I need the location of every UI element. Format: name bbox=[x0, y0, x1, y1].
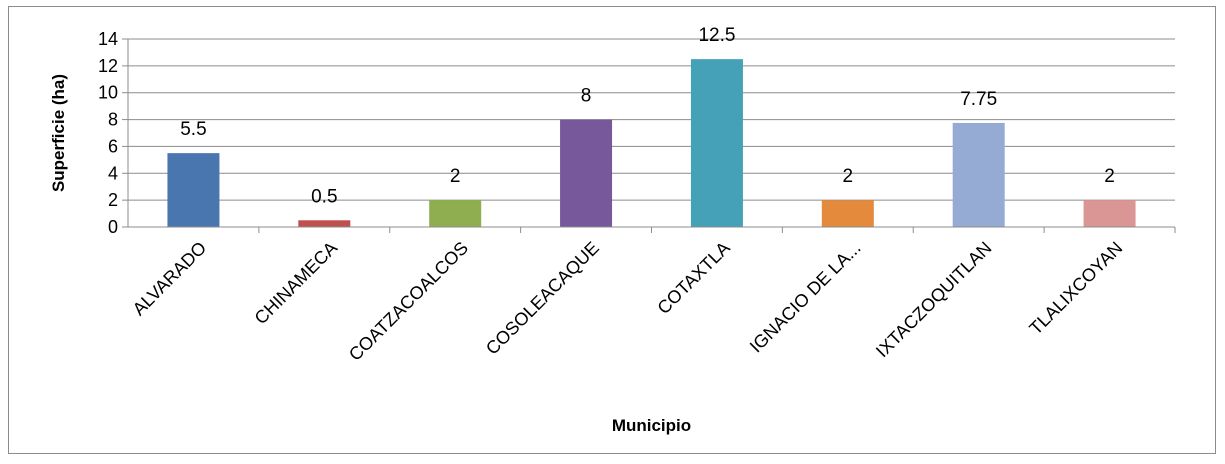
data-labels: 5.5 0.5 2 8 12.5 2 7.75 2 bbox=[180, 25, 1115, 207]
x-tick-labels: ALVARADO CHINAMECA COATZACOALCOS COSOLEACAQ… bbox=[129, 227, 1176, 365]
data-label: 12.5 bbox=[698, 25, 735, 46]
bar bbox=[429, 200, 482, 227]
x-axis-title: Municipio bbox=[612, 416, 691, 435]
x-tick-label: IGNACIO DE LA... bbox=[746, 238, 865, 357]
data-label: 8 bbox=[581, 86, 592, 107]
bar bbox=[821, 200, 874, 227]
x-tick-label: COSOLEACAQUE bbox=[482, 238, 603, 359]
bar bbox=[560, 119, 613, 227]
gridlines bbox=[128, 38, 1175, 201]
bar bbox=[298, 220, 351, 227]
x-tick-label: COATZACOALCOS bbox=[345, 238, 472, 365]
y-tick-label: 14 bbox=[98, 29, 118, 49]
bar bbox=[167, 153, 220, 227]
bar bbox=[1083, 200, 1136, 227]
y-tick-label: 10 bbox=[98, 83, 118, 103]
y-tick-label: 2 bbox=[108, 190, 118, 210]
y-tick-labels: 0 2 4 6 8 10 12 14 bbox=[98, 29, 128, 237]
data-label: 2 bbox=[1104, 166, 1115, 187]
x-tick-label: ALVARADO bbox=[129, 238, 211, 320]
x-tick-label: TLALIXCOYAN bbox=[1025, 238, 1126, 339]
y-tick-label: 4 bbox=[108, 163, 118, 183]
x-tick-label: COTAXTLA bbox=[653, 238, 733, 318]
y-axis-title: Superficie (ha) bbox=[49, 74, 68, 192]
x-tick-label: IXTACZOQUITLAN bbox=[872, 238, 996, 362]
y-tick-label: 6 bbox=[108, 136, 118, 156]
data-label: 0.5 bbox=[311, 186, 337, 207]
y-tick-label: 8 bbox=[108, 110, 118, 130]
data-label: 5.5 bbox=[180, 119, 206, 140]
bar bbox=[690, 59, 743, 228]
data-label: 2 bbox=[843, 166, 854, 187]
bars bbox=[167, 59, 1136, 228]
data-label: 7.75 bbox=[960, 89, 997, 110]
y-tick-label: 0 bbox=[108, 217, 118, 237]
y-tick-label: 12 bbox=[98, 56, 118, 76]
data-label: 2 bbox=[450, 166, 461, 187]
x-tick-label: CHINAMECA bbox=[251, 238, 342, 329]
bar bbox=[952, 122, 1005, 227]
chart-frame bbox=[8, 6, 1216, 454]
